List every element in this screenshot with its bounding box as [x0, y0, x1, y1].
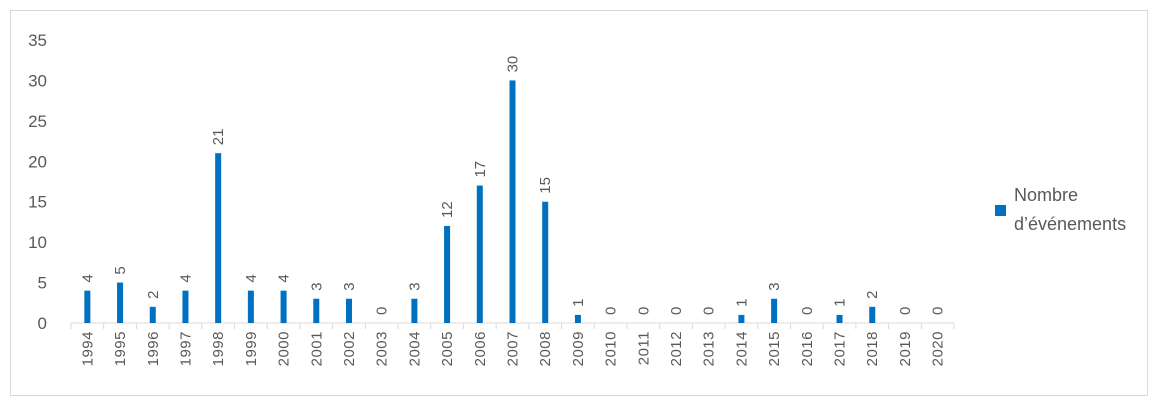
- data-label: 4: [243, 274, 260, 282]
- bar: [574, 314, 581, 323]
- y-tick-label: 35: [28, 31, 47, 50]
- legend-label-line1: Nombre: [1014, 185, 1078, 205]
- x-tick-label: 1997: [177, 331, 194, 366]
- chart-frame: [10, 10, 1148, 396]
- x-tick-label: 2008: [537, 331, 554, 366]
- x-tick-label: 2001: [308, 331, 325, 366]
- bar: [869, 306, 876, 323]
- x-tick-label: 1998: [210, 331, 227, 366]
- y-tick-label: 10: [28, 233, 47, 252]
- data-label: 3: [766, 282, 783, 290]
- data-label: 5: [112, 266, 129, 274]
- data-label: 0: [603, 307, 620, 315]
- x-tick-label: 2004: [406, 331, 423, 366]
- legend-swatch: [995, 205, 1006, 216]
- y-tick-label: 30: [28, 71, 47, 90]
- bar: [771, 298, 778, 323]
- x-tick-label: 2013: [701, 331, 718, 366]
- x-tick-label: 1996: [145, 331, 162, 366]
- x-axis: [70, 322, 955, 329]
- legend-label-line2: d’événements: [1014, 214, 1126, 234]
- bar: [476, 185, 483, 323]
- y-tick-label: 5: [38, 274, 47, 293]
- data-label: 4: [177, 274, 194, 282]
- data-label: 3: [341, 282, 358, 290]
- bar: [444, 225, 451, 323]
- data-label: 2: [145, 290, 162, 298]
- data-label: 3: [406, 282, 423, 290]
- data-label: 30: [505, 56, 522, 73]
- bar: [345, 298, 352, 323]
- data-label: 2: [864, 290, 881, 298]
- data-label: 0: [701, 307, 718, 315]
- y-tick-label: 20: [28, 152, 47, 171]
- bar: [836, 314, 843, 323]
- x-axis-tick-labels: 1994 1995 1996 1997 1998 1999 2000 2001 2002 2003…: [79, 331, 946, 366]
- x-tick-label: 2007: [505, 331, 522, 366]
- x-tick-label: 1994: [79, 331, 96, 366]
- x-tick-label: 1999: [243, 331, 260, 366]
- x-tick-label: 2018: [864, 331, 881, 366]
- data-label: 15: [537, 177, 554, 194]
- x-tick-label: 2011: [635, 331, 652, 365]
- x-tick-label: 2000: [276, 331, 293, 366]
- bar: [182, 290, 189, 323]
- bar: [411, 298, 418, 323]
- data-label: 4: [79, 274, 96, 282]
- data-label: 0: [930, 307, 947, 315]
- x-tick-label: 2002: [341, 331, 358, 366]
- data-label: 0: [668, 307, 685, 315]
- data-label: 21: [210, 129, 227, 146]
- data-label: 0: [897, 307, 914, 315]
- bar: [84, 290, 91, 323]
- y-axis-ticks: 0 5 10 15 20 25 30 35: [28, 31, 47, 333]
- y-tick-label: 15: [28, 193, 47, 212]
- x-tick-label: 2006: [472, 331, 489, 366]
- bar: [280, 290, 287, 323]
- data-label: 0: [374, 307, 391, 315]
- x-tick-label: 2010: [603, 331, 620, 366]
- bar: [313, 298, 320, 323]
- bar: [542, 201, 549, 323]
- x-tick-label: 2017: [832, 331, 849, 366]
- bar: [117, 282, 124, 323]
- x-tick-label: 2014: [733, 331, 750, 366]
- bars: [84, 80, 876, 323]
- y-tick-label: 0: [38, 314, 47, 333]
- data-label: 1: [832, 299, 849, 307]
- data-label: 1: [570, 299, 587, 307]
- x-tick-label: 2020: [930, 331, 947, 366]
- x-tick-label: 2012: [668, 331, 685, 366]
- legend: Nombre d’événements: [995, 185, 1126, 234]
- x-tick-label: 1995: [112, 331, 129, 366]
- x-tick-label: 2009: [570, 331, 587, 366]
- bar: [215, 153, 222, 323]
- data-label: 3: [308, 282, 325, 290]
- x-tick-label: 2005: [439, 331, 456, 366]
- data-label: 0: [635, 307, 652, 315]
- data-label: 0: [799, 307, 816, 315]
- data-label: 1: [733, 299, 750, 307]
- data-label: 17: [472, 161, 489, 178]
- x-tick-label: 2015: [766, 331, 783, 366]
- y-tick-label: 25: [28, 112, 47, 131]
- data-label: 12: [439, 201, 456, 218]
- bar: [247, 290, 254, 323]
- x-tick-label: 2019: [897, 331, 914, 366]
- data-label: 4: [276, 274, 293, 282]
- bar: [738, 314, 745, 323]
- bar: [149, 306, 156, 323]
- bar: [509, 80, 516, 323]
- x-tick-label: 2016: [799, 331, 816, 366]
- x-tick-label: 2003: [374, 331, 391, 366]
